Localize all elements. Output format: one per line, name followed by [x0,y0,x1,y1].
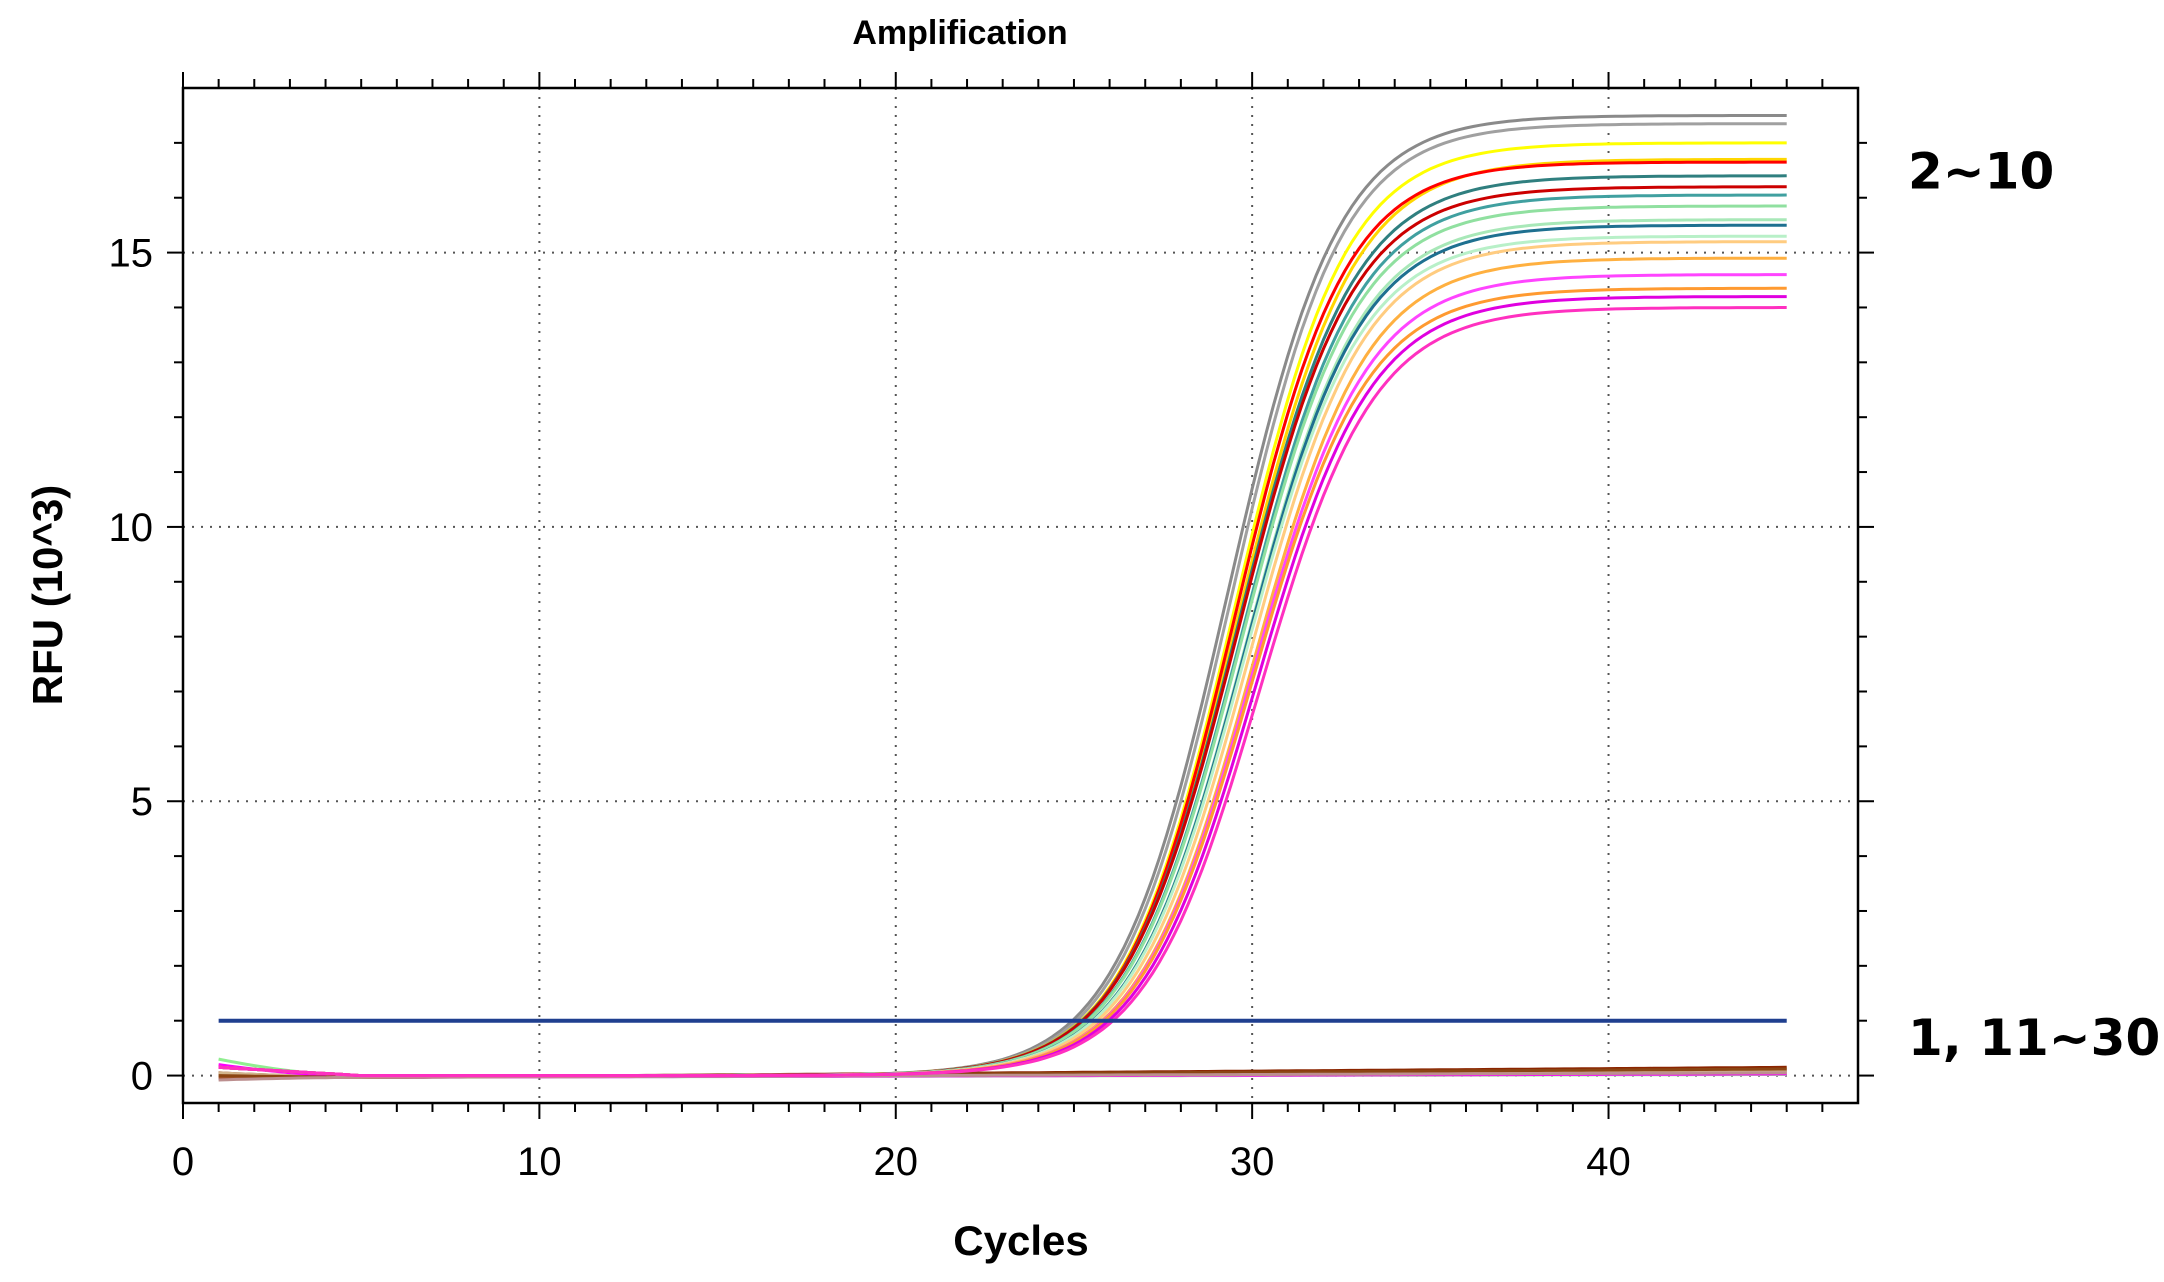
x-axis-label: Cycles [953,1217,1088,1264]
amplification-curve-8 [218,193,1787,1078]
amplification-curve-12 [218,234,1787,1078]
grid [183,88,1858,1103]
y-tick-label: 10 [109,506,154,550]
amplification-curve-14 [218,256,1787,1078]
axis-ticks [167,72,1874,1119]
curves [218,114,1787,1082]
y-tick-label: 15 [109,232,154,276]
amplification-curve-15 [218,273,1787,1078]
amplification-curve-18 [218,306,1787,1078]
amplification-curve-4 [218,157,1787,1078]
amplification-curve-11 [218,223,1787,1078]
amplification-curve-5 [218,160,1787,1078]
amplification-curve-16 [218,286,1787,1078]
annotation-1: 2~10 [1908,142,2054,200]
amplification-curve-1 [218,114,1787,1078]
x-tick-label: 10 [517,1140,562,1184]
x-tick-label: 40 [1586,1140,1631,1184]
plot-frame [181,86,1860,1105]
amplification-curve-3 [218,141,1787,1078]
y-axis-label: RFU (10^3) [24,485,71,706]
tick-labels: 0 10 20 30 40 0 5 10 15 [109,232,1631,1184]
x-tick-label: 0 [172,1140,194,1184]
amplification-curve-9 [218,204,1787,1078]
amplification-curve-17 [218,295,1787,1078]
amplification-curve-13 [218,240,1787,1078]
annotations: 2~10 1, 11~30 [1908,142,2160,1067]
amplification-curve-2 [218,122,1787,1078]
amplification-curve-7 [218,185,1787,1078]
annotation-2: 1, 11~30 [1908,1009,2160,1067]
y-tick-label: 5 [131,780,153,824]
x-tick-label: 30 [1230,1140,1275,1184]
x-tick-label: 20 [874,1140,919,1184]
y-tick-label: 0 [131,1055,153,1099]
amplification-curve-10 [218,218,1787,1078]
chart-title: Amplification [852,14,1067,52]
